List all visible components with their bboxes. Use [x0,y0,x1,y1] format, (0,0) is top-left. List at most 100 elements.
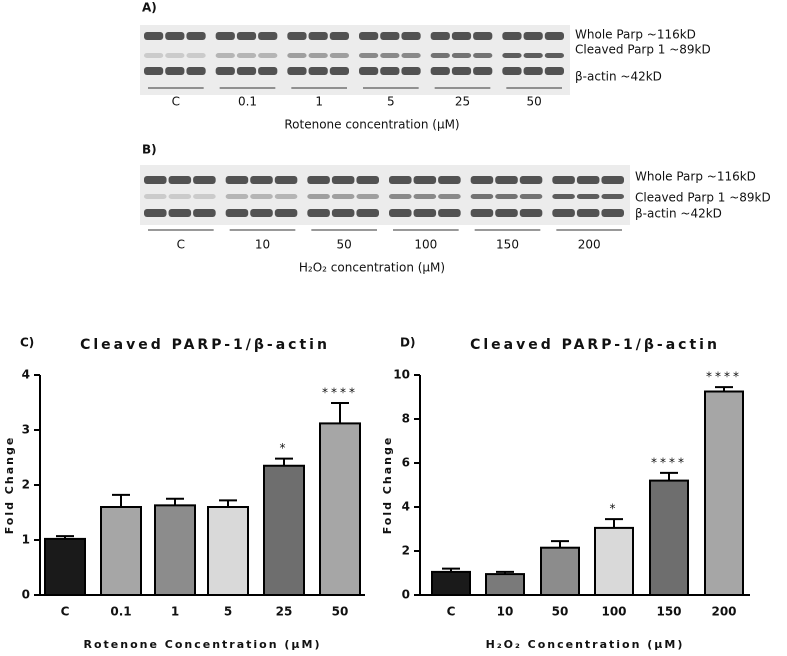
blot-band [523,32,543,40]
blot-band [250,176,273,184]
blot-band [225,209,249,217]
blot-band [165,53,185,58]
blot-band [308,32,328,40]
bar [485,573,525,596]
blot-band [215,53,235,58]
group-label: 150 [496,238,519,252]
blot-band [413,176,437,184]
blot-band [274,209,298,217]
blot-band [430,32,450,40]
blot-band [389,194,412,199]
blot-band [502,53,522,58]
bar [207,506,249,596]
blot-band [430,53,450,58]
y-axis-label: Fold Change [381,436,394,535]
blot-band [236,53,257,58]
blot-band [544,67,564,75]
blot-band [470,194,494,199]
x-tick-label: 5 [224,605,232,619]
blot-band [473,67,493,75]
bar [263,464,305,596]
blot-band [193,209,216,217]
blot-band [144,176,167,184]
y-tick-label: 3 [22,423,30,437]
group-label: 5 [387,95,395,109]
group-label: 50 [337,238,352,252]
bar [319,422,361,596]
bar [44,537,86,597]
blot-band [413,209,437,217]
blot-band [144,53,164,58]
bar [100,506,142,596]
blot-band [552,194,575,199]
x-tick-label: C [61,605,70,619]
blot-band [389,176,412,184]
blot-band [287,67,307,75]
blot-band [438,209,461,217]
x-tick-label: 1 [171,605,179,619]
significance-label: **** [651,455,687,469]
blot-band [165,67,185,75]
blot-band [576,209,600,217]
bar [704,390,744,596]
blot-band [193,194,216,199]
band-label: Cleaved Parp 1 ~89kD [635,191,771,205]
blot-band [144,209,167,217]
blot-band [401,32,421,40]
blot-band [502,67,522,75]
blot-band [274,194,298,199]
blot-band [250,209,273,217]
blot-band [165,32,185,40]
blot-band [215,32,235,40]
blot-band [451,67,472,75]
blot-band [576,176,600,184]
blot-band [438,176,461,184]
blot-band [193,176,216,184]
bar [594,526,634,597]
bar [649,479,689,597]
blot-background [140,165,630,225]
y-axis-label: Fold Change [3,436,16,535]
x-tick-label: 50 [552,605,569,619]
blot-band [186,67,206,75]
blot-band [329,67,349,75]
blot-band [308,67,328,75]
blot-band [413,194,437,199]
blot-band [186,32,206,40]
y-tick-label: 4 [402,500,410,514]
band-label: Whole Parp ~116kD [635,170,756,184]
blot-band [470,209,494,217]
blot-band [144,67,164,75]
x-tick-label: 50 [332,605,349,619]
blot-band [359,32,379,40]
blot-band [519,194,543,199]
blot-band [186,53,206,58]
x-axis-label: H₂O₂ concentration (μM) [299,261,445,275]
blot-band [438,194,461,199]
band-label: β-actin ~42kD [635,207,722,221]
blot-band [331,194,355,199]
blot-band [236,67,257,75]
x-tick-label: 150 [656,605,681,619]
blot-band [258,32,278,40]
blot-band [473,53,493,58]
x-tick-label: 0.1 [110,605,131,619]
blot-band [168,194,192,199]
blot-band [287,53,307,58]
group-label: 200 [578,238,601,252]
blot-band [552,209,575,217]
blot-band [331,209,355,217]
panel-label: D) [400,336,415,350]
blot-band [144,194,167,199]
bar [431,570,471,597]
blot-band [380,53,400,58]
blot-band [552,176,575,184]
y-tick-label: 8 [402,412,410,426]
x-tick-label: 25 [276,605,293,619]
chart-title: Cleaved PARP-1/β-actin [470,337,720,353]
blot-band [215,67,235,75]
bar [540,546,580,597]
blot-band [250,194,273,199]
group-label: 10 [255,238,270,252]
blot-band [495,209,518,217]
